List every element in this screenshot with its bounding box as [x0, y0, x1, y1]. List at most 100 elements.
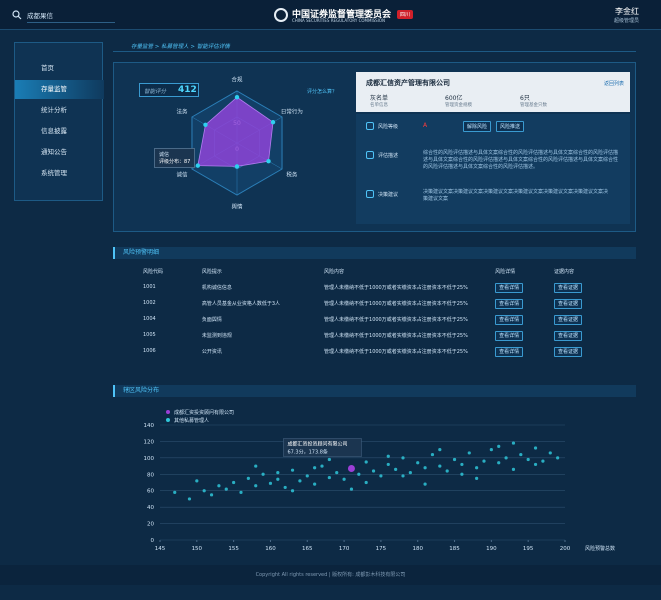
scatter-point	[187, 497, 192, 501]
nav-item[interactable]: 存量监管	[15, 80, 104, 99]
scatter-point	[489, 448, 493, 452]
scatter-point	[261, 472, 265, 476]
table-cell: 1006	[143, 348, 156, 354]
table-cell: 查看详情	[495, 327, 554, 343]
scatter-point	[313, 466, 317, 470]
table-cell: 机构诚信信息	[201, 284, 232, 291]
radar-axis-label: 日常行为	[281, 107, 303, 115]
table-cell: 1005	[143, 332, 156, 338]
action-button[interactable]: 风险推送	[496, 121, 525, 132]
level-label: 风险等级	[378, 124, 399, 130]
row-button[interactable]: 查看证据	[553, 330, 582, 341]
row-button[interactable]: 查看证据	[553, 298, 582, 309]
scatter-point	[246, 476, 250, 480]
x-axis-label: 风险预警总数	[585, 545, 615, 552]
crumb[interactable]: 私募管理人	[161, 44, 189, 50]
legend-swatch	[166, 410, 170, 414]
x-tick-label: 150	[192, 546, 203, 552]
table-cell: 管理人未缴纳不低于1000万或者实缴资本占注册资本不低于25%	[324, 332, 468, 339]
table-row: 1004 负面舆情 管理人未缴纳不低于1000万或者实缴资本占注册资本不低于25% 查…	[143, 311, 603, 327]
table-row: 1001 机构诚信信息 管理人未缴纳不低于1000万或者实缴资本占注册资本不低于25…	[143, 279, 603, 295]
row-button[interactable]: 查看证据	[553, 314, 582, 325]
table-cell: 高管人员基金从业资格人数低于3人	[201, 300, 281, 307]
x-tick-label: 195	[523, 546, 534, 552]
column-header: 风险代码	[143, 268, 164, 275]
scatter-point	[224, 487, 228, 491]
back-link[interactable]: 返回列表	[603, 81, 624, 87]
row-button[interactable]: 查看详情	[495, 298, 524, 309]
region-badge[interactable]: 四川	[397, 10, 414, 19]
crumb[interactable]: 存量监管	[131, 44, 154, 50]
scatter-point	[320, 464, 324, 468]
row-button[interactable]: 查看详情	[495, 314, 524, 325]
scatter-point	[401, 474, 405, 478]
user-role: 超级管理员	[613, 18, 639, 24]
search-input[interactable]: 成都果信	[27, 10, 115, 23]
radar-point	[234, 95, 240, 100]
scatter-point	[497, 444, 501, 448]
breadcrumb: 存量监管 > 私募管理人 > 智能评估详情	[113, 42, 636, 52]
scatter-point	[217, 484, 221, 488]
radar-point	[195, 163, 201, 168]
score-help-link[interactable]: 评分怎么算？	[307, 89, 338, 95]
scatter-point	[364, 480, 368, 485]
y-tick-label: 60	[147, 489, 154, 495]
row-button[interactable]: 查看详情	[495, 346, 524, 357]
y-tick-label: 100	[144, 456, 155, 462]
x-tick-label: 170	[339, 546, 350, 552]
scatter-point	[349, 487, 354, 491]
table-cell: 查看证据	[553, 343, 603, 359]
stat-label: 管理基金只数	[520, 103, 547, 108]
scatter-point	[364, 460, 368, 464]
company-header: 成都汇信资产管理有限公司 返回列表 灰名单 名单信息 600亿 管理资金规模 6只 管理基…	[356, 72, 630, 112]
score-label: 智能评分	[144, 89, 167, 95]
scatter-point	[327, 475, 331, 480]
scatter-point	[519, 452, 523, 457]
stat-value: 6只	[520, 95, 530, 102]
nav-item[interactable]: 系统管理	[41, 169, 67, 177]
scatter-point	[342, 477, 346, 481]
scatter-point	[533, 446, 538, 450]
table-cell: 公开资讯	[201, 348, 222, 355]
desc-text: 综合性的风险评估描述与具体文案综合性的风险评估描述与具体文案综合性的风险评估描述…	[423, 150, 619, 170]
nav-item[interactable]: 统计分析	[41, 106, 67, 114]
scatter-point	[533, 462, 538, 467]
scatter-point	[526, 457, 530, 462]
scatter-point	[173, 490, 177, 494]
column-header: 风险详情	[495, 268, 516, 275]
logo	[274, 8, 288, 22]
nav-item[interactable]: 通知公告	[41, 148, 67, 156]
scatter-point	[438, 448, 442, 452]
nav-item[interactable]: 首页	[41, 64, 54, 72]
row-button[interactable]: 查看详情	[495, 330, 524, 341]
advice-label: 决策建议	[378, 192, 399, 198]
action-button[interactable]: 解除风险	[463, 121, 492, 132]
radar-axis-label: 税务	[286, 171, 298, 179]
scatter-point	[467, 451, 471, 455]
scatter-point	[541, 459, 545, 463]
scatter-point	[430, 452, 435, 457]
nav-item[interactable]: 信息披露	[41, 127, 67, 135]
table-row: 1002 高管人员基金从业资格人数低于3人 管理人未缴纳不低于1000万或者实缴资本…	[143, 295, 603, 311]
x-tick-label: 145	[155, 546, 166, 552]
scatter-point	[254, 464, 258, 468]
table-cell: 查看详情	[495, 295, 554, 311]
scatter-point	[504, 456, 508, 460]
row-button[interactable]: 查看详情	[495, 282, 524, 293]
company-name: 成都汇信资产管理有限公司	[366, 79, 450, 87]
scatter-point	[475, 476, 479, 480]
column-header: 风险提示	[201, 268, 222, 275]
detail-card: 智能评分 412 评分怎么算？ 050合规日常行为税务舆情诚信法务 诚信 评级分…	[113, 62, 636, 232]
score-value: 412	[178, 85, 197, 95]
user-name[interactable]: 李金红	[615, 7, 639, 16]
radar-chart: 050合规日常行为税务舆情诚信法务	[177, 76, 303, 211]
scatter-point	[416, 461, 420, 465]
scatter-point	[423, 466, 427, 470]
scatter-point	[232, 480, 236, 485]
radar-point	[270, 120, 276, 125]
row-button[interactable]: 查看证据	[553, 346, 582, 357]
scatter-point	[209, 493, 214, 497]
row-button[interactable]: 查看证据	[553, 282, 582, 293]
desc-label: 评估描述	[378, 153, 399, 159]
tooltip-title: 成都汇资投资顾问有限公司	[287, 441, 347, 448]
